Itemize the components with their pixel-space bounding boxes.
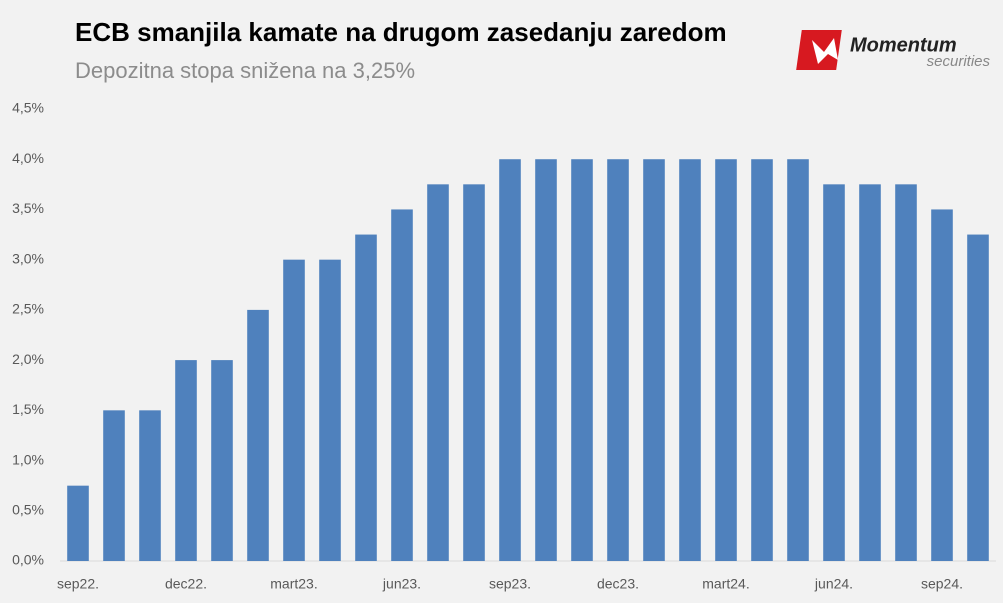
x-tick-label: sep23. xyxy=(489,576,531,592)
bar xyxy=(247,309,269,561)
bar xyxy=(391,209,413,561)
y-tick-label: 4,5% xyxy=(12,100,44,116)
bar xyxy=(139,410,161,561)
x-tick-label: mart23. xyxy=(270,576,317,592)
x-tick-label: mart24. xyxy=(702,576,749,592)
y-tick-label: 0,5% xyxy=(12,501,44,517)
bar xyxy=(211,360,233,561)
bar xyxy=(787,159,809,561)
bar xyxy=(751,159,773,561)
logo: Momentum securities xyxy=(796,30,990,70)
y-tick-label: 3,5% xyxy=(12,200,44,216)
bar xyxy=(67,485,89,561)
bar xyxy=(175,360,197,561)
chart-title: ECB smanjila kamate na drugom zasedanju … xyxy=(75,17,727,47)
bar xyxy=(535,159,557,561)
logo-name: Momentum xyxy=(850,34,957,56)
bar xyxy=(715,159,737,561)
y-tick-label: 2,0% xyxy=(12,351,44,367)
x-tick-label: jun23. xyxy=(382,576,421,592)
bar xyxy=(967,234,989,562)
x-tick-label: dec22. xyxy=(165,576,207,592)
bar xyxy=(823,184,845,562)
logo-figure xyxy=(812,38,838,64)
bar xyxy=(319,259,341,561)
y-tick-label: 3,0% xyxy=(12,250,44,266)
y-tick-label: 1,5% xyxy=(12,401,44,417)
x-tick-label: sep22. xyxy=(57,576,99,592)
bar xyxy=(679,159,701,561)
y-tick-label: 4,0% xyxy=(12,150,44,166)
bar xyxy=(499,159,521,561)
bar xyxy=(571,159,593,561)
x-tick-label: sep24. xyxy=(921,576,963,592)
bar xyxy=(355,234,377,562)
chart-subtitle: Depozitna stopa snižena na 3,25% xyxy=(75,58,415,83)
bar xyxy=(103,410,125,561)
bar xyxy=(463,184,485,562)
bar xyxy=(931,209,953,561)
y-tick-label: 0,0% xyxy=(12,552,44,568)
logo-tagline: securities xyxy=(927,53,991,70)
bar xyxy=(283,259,305,561)
x-tick-label: dec23. xyxy=(597,576,639,592)
bar xyxy=(895,184,917,562)
bar xyxy=(607,159,629,561)
bar xyxy=(643,159,665,561)
bar xyxy=(427,184,449,562)
x-tick-label: jun24. xyxy=(814,576,853,592)
y-tick-label: 2,5% xyxy=(12,301,44,317)
y-tick-label: 1,0% xyxy=(12,451,44,467)
bar xyxy=(859,184,881,562)
